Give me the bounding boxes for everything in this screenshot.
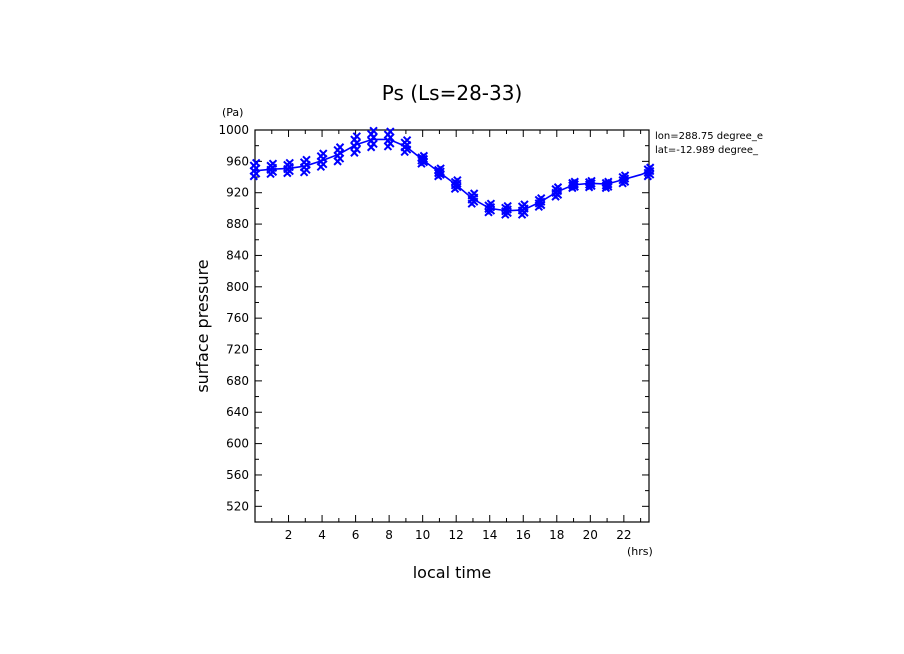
- y-tick-label: 680: [226, 374, 249, 388]
- x-tick-label: 10: [415, 528, 430, 542]
- annotation-lat: lat=-12.989 degree_: [655, 145, 759, 156]
- y-tick-label: 640: [226, 405, 249, 419]
- y-tick-label: 720: [226, 343, 249, 357]
- sample-marker: [386, 127, 395, 136]
- tick-labels: 2 4 6 8 10 12 14 16 18 20 22 520 560 600 640 680 720 760 8…: [218, 123, 631, 542]
- sample-marker: [319, 149, 328, 158]
- sample-marker: [352, 132, 362, 141]
- y-tick-label: 560: [226, 468, 249, 482]
- sample-marker: [520, 200, 529, 209]
- sample-marker: [285, 158, 294, 168]
- annotation-lon: lon=288.75 degree_e: [655, 131, 763, 142]
- y-axis-label: surface pressure: [193, 259, 212, 392]
- sample-marker: [335, 143, 345, 152]
- x-tick-label: 2: [285, 528, 293, 542]
- sample-marker: [469, 189, 479, 198]
- x-tick-label: 6: [352, 528, 360, 542]
- y-unit-label: (Pa): [222, 106, 243, 119]
- x-tick-label: 8: [385, 528, 393, 542]
- x-tick-label: 4: [318, 528, 326, 542]
- y-tick-label: 880: [226, 217, 249, 231]
- y-tick-label: 960: [226, 154, 249, 168]
- x-tick-label: 12: [449, 528, 464, 542]
- y-tick-label: 760: [226, 311, 249, 325]
- y-tick-label: 800: [226, 280, 249, 294]
- x-tick-label: 18: [549, 528, 564, 542]
- x-unit-label: (hrs): [627, 545, 653, 558]
- y-tick-label: 920: [226, 186, 249, 200]
- sample-marker: [486, 199, 496, 208]
- plot-frame: [254, 129, 650, 523]
- x-tick-label: 16: [516, 528, 531, 542]
- sample-marker: [268, 159, 278, 168]
- sample-marker: [302, 155, 311, 164]
- x-tick-label: 20: [583, 528, 598, 542]
- sample-marker: [503, 201, 512, 211]
- y-tick-label: 1000: [218, 123, 249, 137]
- y-tick-label: 600: [226, 437, 249, 451]
- mean-series-line: [254, 138, 650, 212]
- sample-marker: [453, 175, 462, 185]
- sample-marker: [402, 135, 412, 145]
- x-tick-label: 14: [482, 528, 497, 542]
- sample-marker: [645, 163, 655, 172]
- sample-marker: [251, 158, 261, 168]
- sample-marker: [369, 126, 378, 135]
- x-tick-label: 22: [616, 528, 631, 542]
- axis-ticks: [255, 129, 649, 523]
- y-tick-label: 520: [226, 499, 249, 513]
- sample-marker: [553, 183, 563, 192]
- x-axis-label: local time: [413, 563, 492, 582]
- chart-title: Ps (Ls=28-33): [382, 81, 523, 105]
- series-marks: [249, 126, 655, 219]
- y-tick-label: 840: [226, 248, 249, 262]
